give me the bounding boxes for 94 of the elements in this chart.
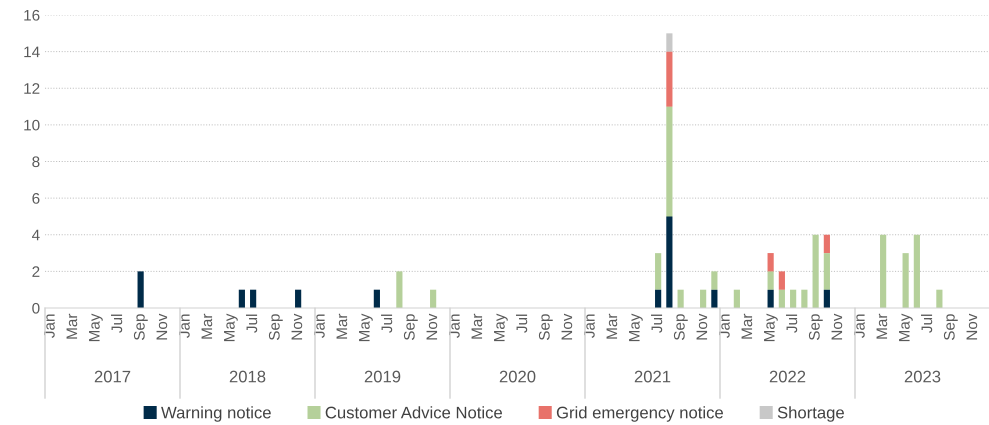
text: 2019 bbox=[364, 370, 400, 382]
x-tick-label: Jan bbox=[584, 314, 595, 338]
text: 2017 bbox=[94, 370, 130, 382]
bar bbox=[396, 271, 402, 308]
y-tick-label: 12 bbox=[24, 83, 40, 94]
x-tick-label: Mar bbox=[876, 314, 888, 339]
bar bbox=[655, 253, 662, 290]
x-tick-label: Nov bbox=[696, 314, 708, 340]
x-tick-label: Nov bbox=[156, 314, 168, 340]
bar bbox=[768, 290, 774, 308]
x-tick-label: Jul bbox=[921, 314, 932, 333]
legend-label: Customer Advice Notice bbox=[326, 406, 502, 418]
x-tick-label: May bbox=[224, 314, 238, 342]
bar bbox=[790, 290, 796, 308]
x-tick-label: Nov bbox=[966, 314, 978, 340]
x-tick-label: Jan bbox=[449, 314, 460, 338]
x-tick-label: Mar bbox=[742, 314, 752, 339]
y-tick-label: 2 bbox=[32, 266, 40, 277]
bar bbox=[778, 271, 785, 290]
text: 2018 bbox=[230, 370, 266, 382]
bar bbox=[778, 290, 785, 308]
bar bbox=[678, 290, 684, 308]
bar bbox=[824, 253, 830, 290]
bar bbox=[801, 290, 808, 308]
bar bbox=[914, 234, 920, 308]
x-tick-label: Jan bbox=[854, 314, 865, 338]
x-tick-label: Jul bbox=[651, 314, 662, 333]
x-tick-label: Sep bbox=[808, 314, 823, 340]
bar bbox=[768, 253, 774, 272]
y-tick-label: 6 bbox=[32, 192, 40, 204]
x-tick-label: May bbox=[629, 314, 643, 342]
bar bbox=[295, 290, 302, 308]
x-tick-label: Nov bbox=[292, 314, 302, 340]
x-tick-label: May bbox=[494, 314, 508, 342]
bar bbox=[711, 271, 718, 290]
bar bbox=[812, 234, 819, 308]
text: 2023 bbox=[904, 370, 940, 382]
y-tick-label: 14 bbox=[24, 46, 40, 58]
bar bbox=[655, 290, 662, 308]
legend-label: Shortage bbox=[778, 406, 844, 422]
bar bbox=[902, 253, 909, 308]
bar bbox=[666, 216, 672, 308]
x-tick-label: Sep bbox=[674, 314, 688, 340]
bar bbox=[700, 290, 706, 308]
text: 2021 bbox=[634, 370, 670, 382]
y-tick-label: 16 bbox=[24, 10, 40, 21]
x-tick-label: Mar bbox=[472, 314, 482, 339]
x-tick-label: Jul bbox=[786, 314, 798, 333]
bar bbox=[250, 290, 256, 308]
bar bbox=[666, 106, 672, 216]
x-tick-label: May bbox=[359, 314, 373, 342]
x-tick-label: Mar bbox=[606, 314, 618, 339]
y-tick-label: 10 bbox=[24, 120, 40, 131]
y-tick-label: 8 bbox=[32, 156, 40, 168]
bar bbox=[666, 52, 672, 107]
bar bbox=[734, 290, 740, 308]
x-tick-label: May bbox=[764, 314, 778, 342]
x-tick-label: Nov bbox=[562, 314, 572, 340]
bar bbox=[430, 290, 436, 308]
bar bbox=[880, 234, 886, 308]
x-tick-label: Sep bbox=[538, 314, 553, 340]
x-tick-label: Mar bbox=[66, 314, 78, 339]
x-tick-label: Sep bbox=[134, 314, 148, 340]
y-tick-label: 0 bbox=[32, 302, 40, 314]
x-tick-label: Jul bbox=[516, 314, 528, 333]
x-tick-label: Sep bbox=[268, 314, 283, 340]
x-tick-label: May bbox=[899, 314, 913, 342]
x-tick-label: Mar bbox=[202, 314, 212, 339]
bar bbox=[768, 271, 774, 290]
x-tick-label: Nov bbox=[426, 314, 438, 340]
x-tick-label: Jan bbox=[314, 314, 325, 338]
x-tick-label: Jul bbox=[111, 314, 122, 333]
x-tick-label: Nov bbox=[832, 314, 842, 340]
x-tick-label: Mar bbox=[336, 314, 348, 339]
legend-label: Grid emergency notice bbox=[556, 406, 723, 422]
bar bbox=[824, 234, 830, 254]
bar bbox=[711, 290, 718, 308]
x-tick-label: Jul bbox=[246, 314, 258, 333]
x-tick-label: Sep bbox=[944, 314, 958, 340]
bar bbox=[936, 290, 942, 308]
x-tick-label: Jan bbox=[179, 314, 190, 338]
y-tick-label: 4 bbox=[32, 230, 40, 240]
x-tick-label: Jan bbox=[44, 314, 55, 338]
bar bbox=[824, 290, 830, 308]
text: 2020 bbox=[500, 370, 536, 382]
bar bbox=[138, 271, 144, 308]
x-tick-label: Sep bbox=[404, 314, 418, 340]
bar bbox=[238, 290, 245, 308]
x-tick-label: Jul bbox=[381, 314, 392, 333]
legend-label: Warning notice bbox=[161, 406, 271, 422]
x-tick-label: Jan bbox=[719, 314, 730, 338]
bar bbox=[374, 290, 380, 308]
text: 2022 bbox=[770, 370, 806, 382]
x-tick-label: May bbox=[89, 314, 103, 342]
